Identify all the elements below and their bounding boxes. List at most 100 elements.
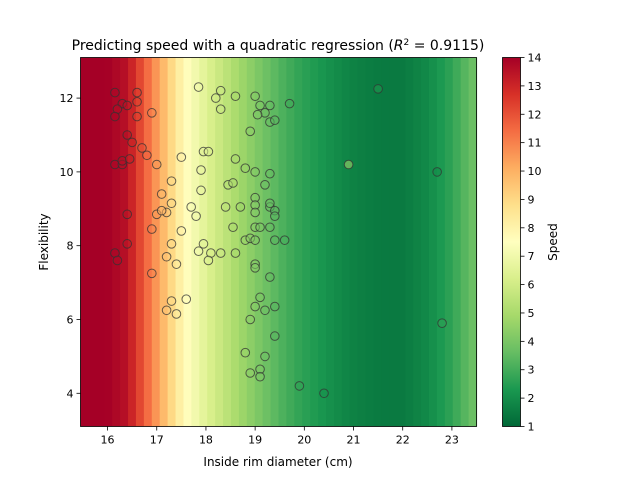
data-point	[210, 93, 221, 103]
data-point	[156, 189, 167, 199]
data-point	[250, 235, 260, 245]
data-point	[284, 98, 295, 109]
data-point	[255, 100, 265, 111]
data-point	[250, 167, 260, 177]
data-point	[228, 222, 238, 233]
x-tick-label: 18	[199, 434, 213, 447]
colorbar-tick-label: 13	[528, 80, 542, 93]
heatmap-band	[349, 57, 359, 427]
data-point	[122, 100, 133, 111]
data-point	[193, 82, 204, 92]
data-point	[437, 318, 447, 328]
heatmap-band	[310, 57, 319, 427]
x-tick-label: 19	[248, 434, 262, 447]
data-point	[245, 368, 256, 378]
data-point	[255, 222, 265, 233]
data-point	[122, 239, 133, 249]
data-point	[176, 226, 187, 236]
data-point	[260, 351, 270, 362]
data-point	[112, 255, 123, 266]
data-point	[147, 108, 157, 118]
data-point	[142, 150, 152, 161]
data-point	[245, 314, 256, 325]
colorbar-tick-label: 12	[528, 108, 542, 121]
colorbar-tick-label: 8	[528, 222, 535, 235]
data-point	[161, 305, 172, 316]
data-point	[294, 381, 305, 391]
heatmap-band	[365, 57, 375, 427]
data-point	[250, 263, 260, 273]
data-point	[250, 301, 260, 312]
data-point	[265, 198, 275, 209]
data-point	[250, 207, 260, 218]
heatmap-band	[88, 57, 97, 427]
x-tick-label: 21	[347, 434, 361, 447]
y-tick-label: 12	[60, 92, 74, 105]
data-point	[186, 202, 196, 212]
x-axis-ticks: 16 17 18 19 20 21 22 23	[101, 426, 459, 447]
colorbar-tick-label: 7	[528, 250, 535, 263]
data-point	[166, 176, 177, 186]
heatmap-band	[357, 57, 367, 427]
data-point	[270, 331, 280, 341]
data-point	[196, 185, 206, 196]
data-point	[265, 100, 275, 111]
heatmap-band	[286, 57, 295, 427]
heatmap-band	[413, 57, 422, 427]
data-point	[132, 111, 142, 122]
heatmap-band	[207, 57, 216, 427]
data-point	[156, 205, 167, 216]
data-point	[220, 202, 231, 212]
colorbar-tick-label: 14	[528, 52, 542, 65]
heatmap-band	[460, 57, 470, 427]
data-point	[255, 371, 265, 382]
y-tick-label: 8	[67, 240, 74, 253]
data-point	[265, 168, 275, 179]
heatmap-band	[128, 57, 137, 427]
data-point	[132, 96, 142, 107]
data-point	[215, 85, 226, 96]
scatter-points	[110, 82, 447, 399]
data-point	[147, 268, 157, 279]
y-axis-label: Flexibility	[37, 213, 51, 270]
heatmap-band	[341, 57, 351, 427]
data-point	[215, 248, 226, 258]
heatmap-band	[135, 57, 145, 427]
data-point	[252, 109, 263, 120]
data-point	[240, 347, 251, 358]
colorbar-tick-label: 3	[528, 364, 535, 377]
x-axis-label: Inside rim diameter (cm)	[203, 455, 352, 469]
data-point	[171, 259, 182, 269]
heatmap-band	[452, 57, 462, 427]
heatmap-band	[373, 57, 383, 427]
heatmap-band	[436, 57, 446, 427]
data-point	[203, 146, 214, 157]
data-point	[147, 224, 157, 234]
heatmap-band	[421, 57, 430, 427]
y-tick-label: 10	[60, 166, 74, 179]
data-point	[166, 239, 177, 249]
data-point	[181, 294, 192, 304]
data-point	[110, 111, 120, 122]
data-point	[270, 211, 280, 221]
colorbar-tick-label: 2	[528, 392, 535, 405]
x-tick-label: 16	[101, 434, 115, 447]
colorbar-tick-label: 1	[528, 421, 535, 434]
heatmap-band	[468, 57, 478, 427]
data-point	[230, 154, 241, 164]
plot-frame	[80, 57, 477, 427]
data-point	[110, 87, 120, 98]
heatmap-band	[333, 57, 343, 427]
heatmap-band	[159, 57, 169, 427]
heatmap-band	[151, 57, 161, 427]
data-point	[176, 152, 187, 162]
data-point	[166, 198, 177, 209]
data-point	[245, 126, 256, 137]
colorbar-label: Speed	[546, 223, 560, 261]
data-point	[124, 154, 135, 164]
data-point	[432, 167, 442, 177]
data-point	[161, 251, 172, 262]
data-point	[166, 296, 177, 306]
